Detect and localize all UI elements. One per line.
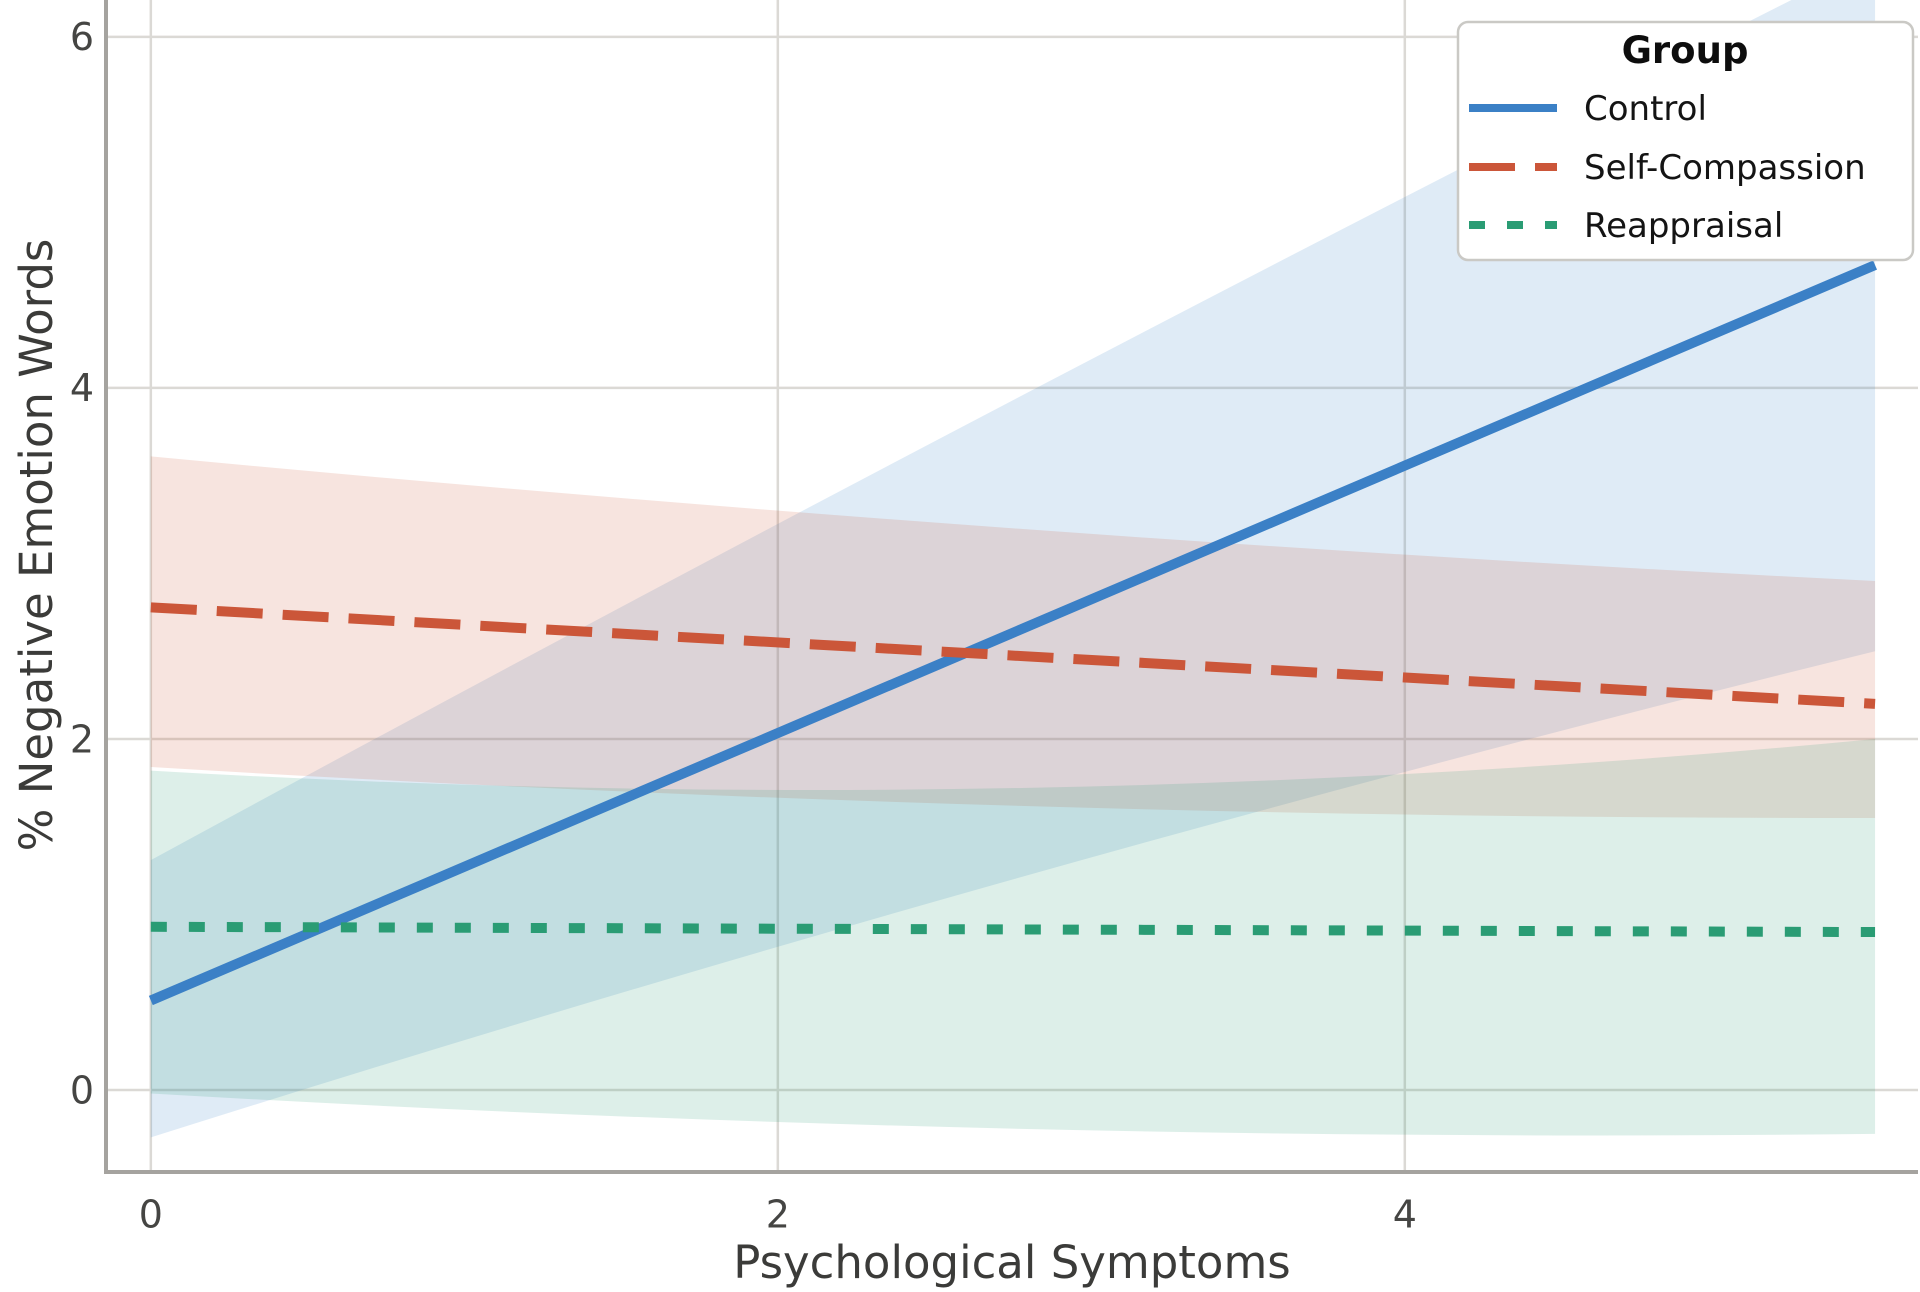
- x-tick-label-4: 4: [1393, 1192, 1417, 1236]
- legend-title: Group: [1622, 29, 1749, 72]
- y-tick-label-4: 4: [70, 366, 94, 410]
- reappraisal-legend-label: Reappraisal: [1584, 206, 1783, 246]
- tick-labels: 0 2 4 6 0 2 4: [70, 15, 1417, 1236]
- self-compassion-line: [150, 602, 1876, 709]
- regression-lines: [148, 260, 1878, 1006]
- control-confidence-band: [150, 0, 1876, 1138]
- x-axis-label: Psychological Symptoms: [733, 1236, 1291, 1289]
- x-tick-label-0: 0: [139, 1192, 163, 1236]
- y-tick-label-2: 2: [70, 717, 94, 761]
- legend-box: [1456, 20, 1915, 262]
- reappraisal-confidence-band: [150, 738, 1876, 1136]
- gridlines: [106, 0, 1918, 1172]
- legend: Group Control Self-Compassion Reappraisal: [1456, 20, 1915, 262]
- axes-spines: [104, 0, 1918, 1174]
- y-tick-label-6: 6: [70, 15, 94, 59]
- x-tick-label-2: 2: [766, 1192, 790, 1236]
- control-legend-label: Control: [1584, 89, 1707, 129]
- y-tick-label-0: 0: [70, 1068, 94, 1112]
- y-axis-label: % Negative Emotion Words: [10, 239, 63, 852]
- confidence-bands: [150, 0, 1876, 1138]
- self-compassion-legend-label: Self-Compassion: [1584, 148, 1866, 188]
- control-line: [148, 260, 1878, 1006]
